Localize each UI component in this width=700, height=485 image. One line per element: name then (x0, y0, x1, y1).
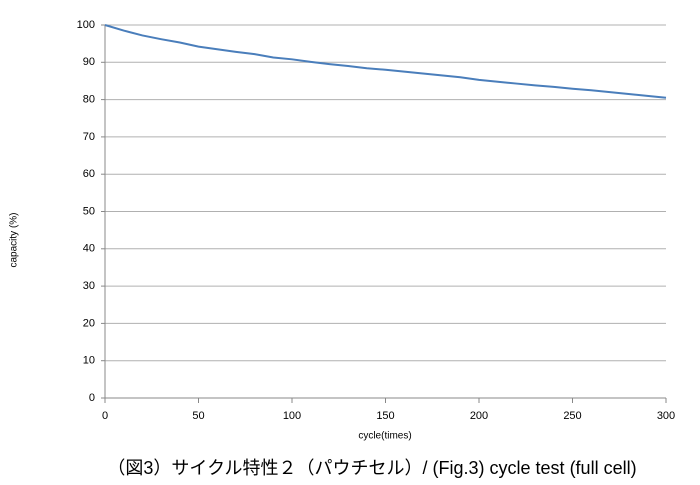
y-tick-label: 90 (83, 56, 95, 68)
x-tick-label: 100 (283, 410, 301, 422)
x-axis-label: cycle(times) (358, 431, 411, 442)
y-tick-label: 20 (83, 317, 95, 329)
data-line (104, 24, 667, 99)
y-tick-label: 40 (83, 243, 95, 255)
x-tick-label: 300 (657, 410, 675, 422)
y-tick-label: 70 (83, 131, 95, 143)
x-tick-label: 200 (470, 410, 488, 422)
x-tick-label: 0 (102, 410, 108, 422)
y-tick-label: 60 (83, 168, 95, 180)
y-tick-label: 30 (83, 280, 95, 292)
y-tick-label: 10 (83, 355, 95, 367)
x-tick-label: 50 (192, 410, 204, 422)
y-tick-label: 100 (77, 19, 95, 31)
y-tick-label: 50 (83, 205, 95, 217)
y-tick-label: 0 (89, 392, 95, 404)
x-tick-label: 250 (563, 410, 581, 422)
y-tick-label: 80 (83, 94, 95, 106)
x-tick-label: 150 (376, 410, 394, 422)
chart-title: （図3）サイクル特性２（パウチセル）/ (Fig.3) cycle test (… (107, 458, 636, 478)
y-axis-label: capacity (%) (9, 212, 20, 267)
